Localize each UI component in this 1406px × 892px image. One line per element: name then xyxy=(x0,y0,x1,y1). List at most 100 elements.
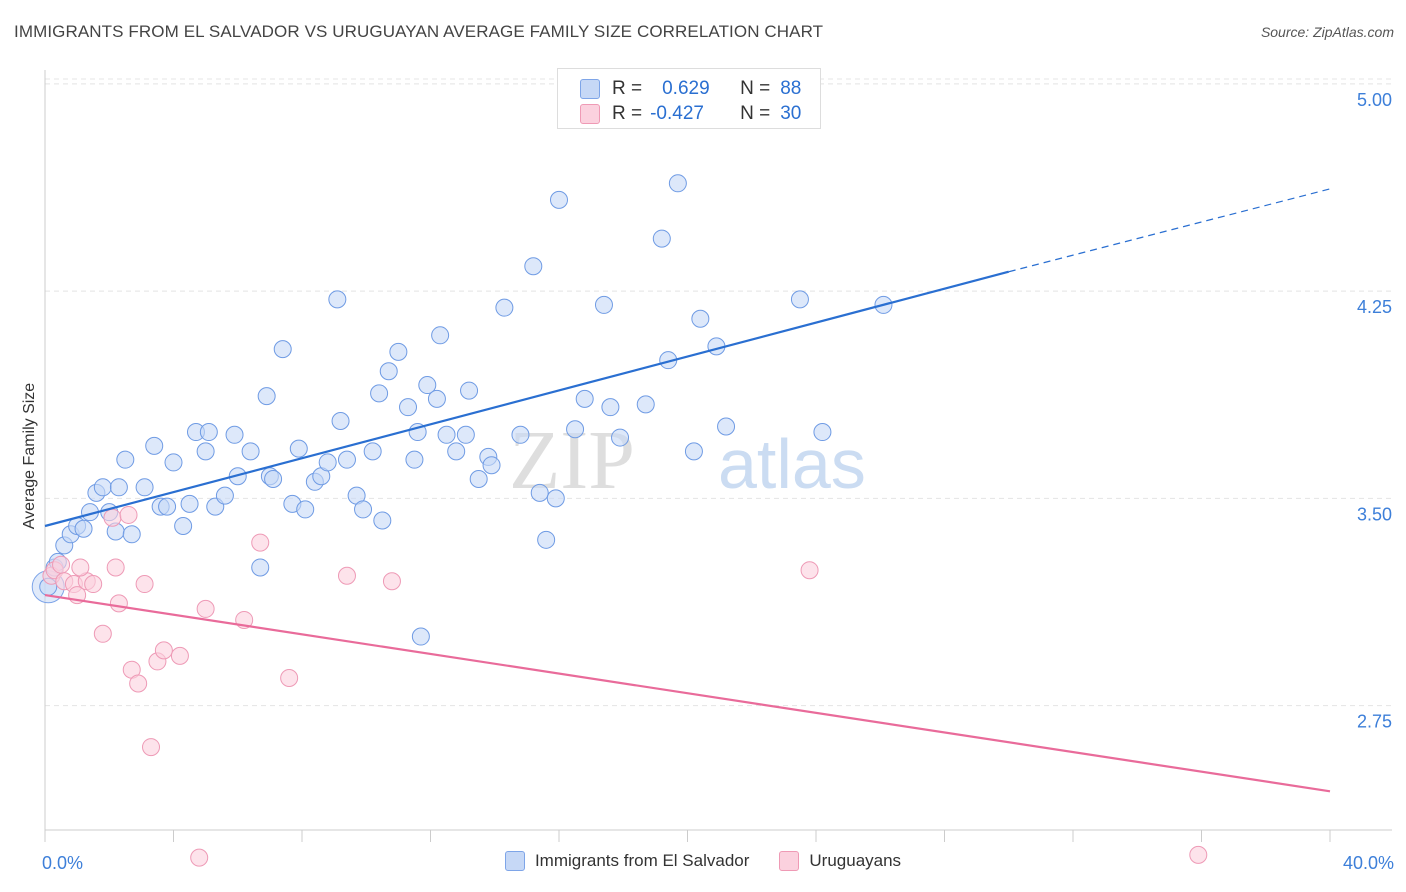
regression-lines xyxy=(44,188,1331,793)
data-point-el-salvador xyxy=(684,442,703,461)
data-point-el-salvador xyxy=(122,525,141,544)
data-point-el-salvador xyxy=(354,500,373,519)
data-point-el-salvador xyxy=(264,470,283,489)
data-point-el-salvador xyxy=(331,411,350,430)
tick-labels: 2.75 3.50 4.25 5.00 0.0% 40.0% xyxy=(42,90,1394,873)
data-point-el-salvador xyxy=(399,398,418,417)
r-label: R = xyxy=(612,78,643,99)
data-point-uruguayans xyxy=(154,641,173,660)
data-point-el-salvador xyxy=(611,428,630,447)
data-point-uruguayans xyxy=(71,558,90,577)
data-point-el-salvador xyxy=(437,425,456,444)
data-point-uruguayans xyxy=(93,624,112,643)
data-point-uruguayans xyxy=(129,674,148,693)
legend-swatch-pink xyxy=(580,104,600,124)
source-label: Source: ZipAtlas.com xyxy=(1260,24,1394,40)
data-point-uruguayans xyxy=(800,561,819,580)
data-point-uruguayans xyxy=(196,599,215,618)
data-point-uruguayans xyxy=(280,669,299,687)
data-point-el-salvador xyxy=(296,500,315,519)
data-point-el-salvador xyxy=(511,425,530,444)
data-point-el-salvador xyxy=(460,381,479,400)
data-point-uruguayans xyxy=(103,508,122,527)
stats-row-pink: R = -0.427 N = 30 xyxy=(580,102,801,126)
data-point-el-salvador xyxy=(418,376,437,395)
legend-swatch-pink xyxy=(779,851,800,871)
data-point-el-salvador xyxy=(373,511,392,530)
legend-label: Immigrants from El Salvador xyxy=(534,851,750,870)
data-point-el-salvador xyxy=(199,423,218,442)
data-point-el-salvador xyxy=(537,530,556,549)
data-point-uruguayans xyxy=(135,575,154,594)
regression-line-el-salvador xyxy=(44,270,1010,528)
data-point-el-salvador xyxy=(215,486,234,505)
data-point-el-salvador xyxy=(546,489,565,508)
x-tick-label: 0.0% xyxy=(42,853,83,873)
legend-item-el-salvador: Immigrants from El Salvador xyxy=(504,851,750,871)
regression-line-uruguayans xyxy=(44,594,1331,793)
data-point-el-salvador xyxy=(456,425,475,444)
data-point-uruguayans xyxy=(251,533,270,552)
bottom-legend: Immigrants from El Salvador Uruguayans xyxy=(0,851,1406,871)
data-point-el-salvador xyxy=(158,497,177,516)
y-tick-label: 3.50 xyxy=(1357,504,1392,524)
data-point-el-salvador xyxy=(691,309,710,328)
data-point-el-salvador xyxy=(790,290,809,309)
data-point-uruguayans xyxy=(52,555,71,574)
data-point-el-salvador xyxy=(135,478,154,497)
data-point-el-salvador xyxy=(74,519,93,538)
data-point-el-salvador xyxy=(530,483,549,502)
n-label: N = xyxy=(740,103,771,124)
data-point-el-salvador xyxy=(636,395,655,414)
n-label: N = xyxy=(740,78,771,99)
data-point-el-salvador xyxy=(411,627,430,646)
data-point-el-salvador xyxy=(668,174,687,193)
data-point-uruguayans xyxy=(142,738,161,757)
data-point-el-salvador xyxy=(225,425,244,444)
y-tick-label: 5.00 xyxy=(1357,90,1392,110)
legend-label: Uruguayans xyxy=(809,851,902,870)
data-point-uruguayans xyxy=(109,594,128,613)
n-value: 30 xyxy=(780,103,802,124)
stats-row-blue: R = 0.629 N = 88 xyxy=(580,77,801,101)
data-point-uruguayans xyxy=(106,558,125,577)
data-point-el-salvador xyxy=(405,450,424,469)
data-point-el-salvador xyxy=(337,450,356,469)
regression-line-el-salvador-extension xyxy=(1008,188,1331,273)
data-point-el-salvador xyxy=(289,439,308,458)
data-point-el-salvador xyxy=(370,384,389,403)
legend-swatch-blue xyxy=(580,79,600,99)
data-point-el-salvador xyxy=(328,290,347,309)
data-point-el-salvador xyxy=(257,387,276,406)
axes xyxy=(44,70,1392,842)
legend-item-uruguayans: Uruguayans xyxy=(779,851,901,871)
data-point-el-salvador xyxy=(109,478,128,497)
data-point-uruguayans xyxy=(170,646,189,665)
data-point-uruguayans xyxy=(84,575,103,594)
data-point-el-salvador xyxy=(318,453,337,472)
data-point-el-salvador xyxy=(575,389,594,408)
data-point-uruguayans xyxy=(1189,845,1208,864)
data-point-el-salvador xyxy=(145,436,164,455)
data-point-el-salvador xyxy=(389,342,408,361)
data-point-el-salvador xyxy=(717,417,736,436)
data-point-el-salvador xyxy=(594,295,613,314)
data-point-uruguayans xyxy=(119,505,138,524)
data-point-el-salvador xyxy=(241,442,260,461)
data-point-el-salvador xyxy=(813,423,832,442)
data-point-el-salvador xyxy=(469,470,488,489)
data-point-el-salvador xyxy=(495,298,514,317)
data-point-el-salvador xyxy=(524,257,543,276)
r-label: R = xyxy=(612,103,643,124)
data-point-el-salvador xyxy=(482,456,501,475)
data-point-el-salvador xyxy=(447,442,466,461)
data-point-el-salvador xyxy=(273,340,292,359)
data-point-el-salvador xyxy=(431,326,450,345)
data-point-uruguayans xyxy=(382,572,401,591)
data-point-el-salvador xyxy=(363,442,382,461)
data-point-el-salvador xyxy=(174,517,193,535)
r-value: -0.427 xyxy=(650,103,704,124)
y-tick-label: 4.25 xyxy=(1357,297,1392,317)
data-point-el-salvador xyxy=(180,494,199,513)
n-value: 88 xyxy=(780,78,802,99)
